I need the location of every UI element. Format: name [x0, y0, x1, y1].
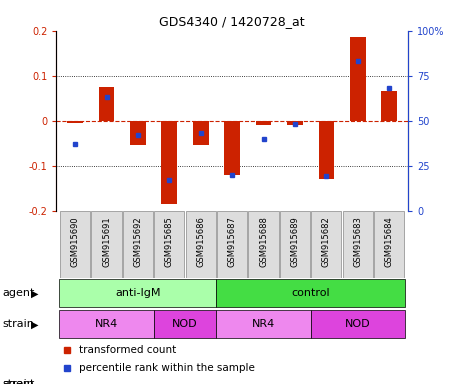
Text: agent: agent — [2, 288, 35, 298]
Title: GDS4340 / 1420728_at: GDS4340 / 1420728_at — [159, 15, 305, 28]
FancyBboxPatch shape — [217, 279, 405, 307]
Text: NOD: NOD — [172, 319, 198, 329]
Text: GSM915684: GSM915684 — [385, 216, 393, 267]
FancyBboxPatch shape — [217, 310, 310, 338]
FancyBboxPatch shape — [60, 310, 154, 338]
FancyBboxPatch shape — [123, 210, 153, 278]
Text: NOD: NOD — [345, 319, 371, 329]
Text: transformed count: transformed count — [79, 345, 176, 355]
FancyBboxPatch shape — [249, 210, 279, 278]
FancyBboxPatch shape — [374, 210, 404, 278]
Text: control: control — [291, 288, 330, 298]
Text: GSM915687: GSM915687 — [227, 216, 237, 267]
Bar — [98, 87, 114, 121]
Text: GSM915686: GSM915686 — [196, 216, 205, 267]
Bar — [67, 121, 83, 123]
FancyBboxPatch shape — [154, 210, 184, 278]
FancyBboxPatch shape — [343, 210, 373, 278]
Bar — [381, 91, 397, 121]
Text: GSM915683: GSM915683 — [353, 216, 362, 267]
FancyBboxPatch shape — [60, 210, 90, 278]
Text: GSM915689: GSM915689 — [290, 216, 300, 267]
Bar — [193, 121, 209, 146]
Text: GSM915692: GSM915692 — [134, 216, 143, 266]
Bar — [161, 121, 177, 204]
Bar — [287, 121, 303, 125]
FancyBboxPatch shape — [91, 210, 121, 278]
FancyBboxPatch shape — [311, 210, 341, 278]
Bar — [256, 121, 272, 125]
FancyBboxPatch shape — [186, 210, 216, 278]
Text: percentile rank within the sample: percentile rank within the sample — [79, 363, 255, 373]
Text: NR4: NR4 — [252, 319, 275, 329]
Bar — [130, 121, 146, 146]
FancyBboxPatch shape — [60, 279, 217, 307]
Bar — [224, 121, 240, 175]
Bar — [350, 38, 366, 121]
FancyBboxPatch shape — [310, 310, 405, 338]
FancyBboxPatch shape — [217, 210, 247, 278]
Text: anti-IgM: anti-IgM — [115, 288, 161, 298]
Text: GSM915688: GSM915688 — [259, 216, 268, 267]
Text: ▶: ▶ — [31, 288, 39, 298]
Text: GSM915690: GSM915690 — [71, 216, 80, 266]
Text: ▶: ▶ — [31, 319, 39, 329]
FancyBboxPatch shape — [280, 210, 310, 278]
FancyBboxPatch shape — [154, 310, 217, 338]
Text: NR4: NR4 — [95, 319, 118, 329]
Text: strain: strain — [2, 379, 34, 384]
Bar — [318, 121, 334, 179]
Text: GSM915691: GSM915691 — [102, 216, 111, 266]
Text: GSM915682: GSM915682 — [322, 216, 331, 267]
Text: GSM915685: GSM915685 — [165, 216, 174, 267]
Text: agent: agent — [2, 379, 35, 384]
Text: strain: strain — [2, 319, 34, 329]
